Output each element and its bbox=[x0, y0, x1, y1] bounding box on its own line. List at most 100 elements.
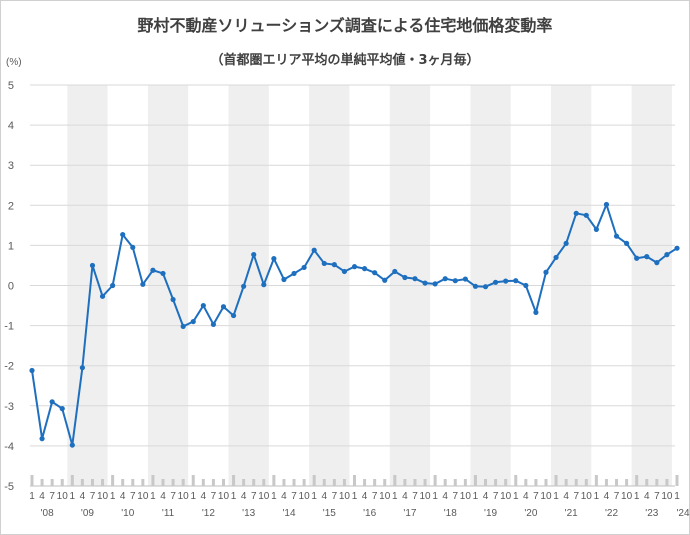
x-tick-mark bbox=[342, 479, 346, 486]
data-point bbox=[79, 365, 85, 371]
data-point bbox=[603, 201, 610, 208]
x-tick-mark bbox=[604, 479, 608, 486]
y-tick-label: 0 bbox=[8, 281, 14, 293]
data-point bbox=[291, 270, 297, 277]
data-point bbox=[271, 256, 277, 262]
x-tick-mark bbox=[50, 479, 54, 486]
data-point bbox=[140, 281, 146, 287]
x-tick-label: 4 bbox=[281, 491, 287, 502]
x-tick-mark bbox=[594, 475, 598, 486]
x-tick-mark bbox=[534, 479, 538, 486]
data-point bbox=[432, 281, 438, 287]
x-tick-label: 1 bbox=[634, 491, 640, 502]
x-tick-label: 1 bbox=[271, 491, 277, 502]
y-tick-label: 4 bbox=[8, 120, 14, 132]
x-tick-mark bbox=[615, 479, 619, 486]
x-tick-label: 4 bbox=[120, 491, 126, 502]
data-point bbox=[281, 276, 287, 283]
x-tick-label: 4 bbox=[201, 491, 207, 502]
y-tick-label: 5 bbox=[8, 80, 14, 92]
x-tick-mark bbox=[30, 475, 34, 486]
x-tick-mark bbox=[141, 479, 145, 486]
x-tick-label: 4 bbox=[402, 491, 408, 502]
data-point bbox=[452, 278, 458, 284]
x-tick-mark bbox=[453, 479, 457, 486]
x-tick-mark bbox=[403, 479, 407, 486]
x-year-label: '14 bbox=[282, 508, 295, 519]
x-tick-label: 1 bbox=[352, 491, 358, 502]
data-point bbox=[503, 278, 509, 284]
x-tick-label: 10 bbox=[299, 491, 311, 502]
x-tick-label: 7 bbox=[49, 491, 55, 502]
x-tick-label: 4 bbox=[604, 491, 610, 502]
data-point bbox=[382, 277, 388, 283]
x-tick-mark bbox=[40, 479, 44, 486]
x-tick-label: 7 bbox=[493, 491, 499, 502]
y-axis-unit-label: (%) bbox=[6, 57, 22, 68]
x-tick-label: 7 bbox=[453, 491, 459, 502]
x-tick-mark bbox=[171, 479, 175, 486]
x-tick-label: 1 bbox=[392, 491, 398, 502]
data-point bbox=[261, 282, 267, 288]
x-tick-label: 7 bbox=[614, 491, 620, 502]
y-tick-label: -4 bbox=[4, 441, 14, 453]
y-tick-label: 1 bbox=[8, 240, 14, 252]
data-point bbox=[180, 323, 186, 330]
x-year-label: '12 bbox=[202, 508, 215, 519]
x-year-label: '19 bbox=[484, 508, 497, 519]
x-tick-label: 7 bbox=[170, 491, 176, 502]
x-tick-mark bbox=[232, 475, 236, 486]
x-tick-label: 1 bbox=[553, 491, 559, 502]
x-tick-mark bbox=[151, 475, 155, 486]
x-tick-mark bbox=[675, 475, 679, 486]
y-tick-label: 2 bbox=[8, 200, 14, 212]
data-point bbox=[29, 367, 35, 374]
x-year-label: '20 bbox=[524, 508, 537, 519]
x-tick-mark bbox=[584, 479, 588, 486]
x-tick-label: 1 bbox=[190, 491, 196, 502]
x-tick-mark bbox=[312, 475, 316, 486]
data-point bbox=[311, 247, 317, 253]
data-point bbox=[130, 244, 136, 251]
x-year-label: '21 bbox=[565, 508, 578, 519]
data-point bbox=[301, 264, 307, 271]
data-point bbox=[361, 266, 368, 272]
data-point bbox=[190, 318, 196, 325]
x-tick-label: 4 bbox=[644, 491, 650, 502]
x-tick-label: 4 bbox=[160, 491, 166, 502]
x-year-label: '13 bbox=[242, 508, 255, 519]
data-point bbox=[624, 240, 630, 246]
x-tick-label: 4 bbox=[523, 491, 529, 502]
x-tick-label: 1 bbox=[311, 491, 317, 502]
x-tick-mark bbox=[574, 479, 578, 486]
x-tick-label: 1 bbox=[473, 491, 479, 502]
data-point bbox=[482, 284, 489, 290]
x-tick-mark bbox=[101, 479, 105, 486]
x-tick-label: 1 bbox=[674, 491, 680, 502]
x-tick-mark bbox=[161, 479, 165, 486]
x-tick-mark bbox=[423, 479, 427, 486]
x-tick-label: 1 bbox=[150, 491, 156, 502]
x-tick-label: 10 bbox=[460, 491, 472, 502]
x-tick-mark bbox=[514, 475, 518, 486]
data-point bbox=[654, 260, 660, 266]
x-tick-label: 10 bbox=[178, 491, 190, 502]
data-point bbox=[99, 293, 106, 299]
x-tick-mark bbox=[484, 479, 488, 486]
data-point bbox=[170, 296, 176, 303]
data-point bbox=[492, 279, 499, 285]
data-point bbox=[553, 254, 559, 261]
x-tick-label: 1 bbox=[70, 491, 76, 502]
x-tick-label: 4 bbox=[39, 491, 45, 502]
x-tick-label: 4 bbox=[483, 491, 489, 502]
x-tick-mark bbox=[473, 475, 477, 486]
data-point bbox=[392, 268, 398, 275]
x-tick-label: 10 bbox=[57, 491, 69, 502]
x-tick-mark bbox=[665, 479, 669, 486]
data-point bbox=[543, 269, 549, 275]
x-tick-label: 4 bbox=[362, 491, 368, 502]
x-tick-mark bbox=[211, 479, 215, 486]
data-point bbox=[321, 260, 327, 267]
data-point bbox=[150, 267, 156, 273]
x-year-label: '15 bbox=[323, 508, 336, 519]
